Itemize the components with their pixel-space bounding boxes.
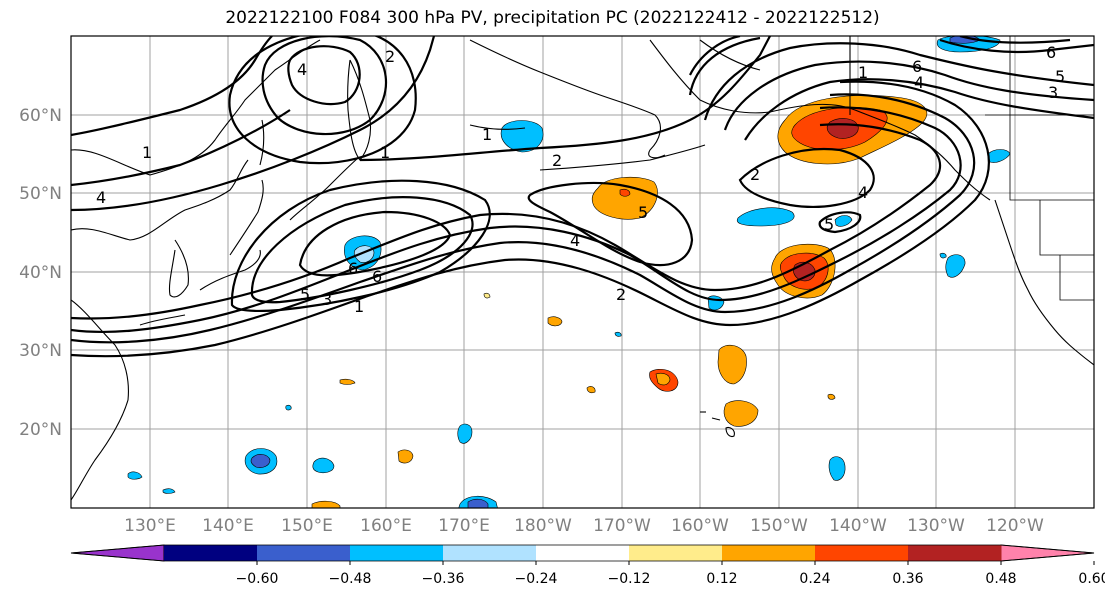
colorbar-segment [629,545,723,561]
colorbar-segment [350,545,444,561]
colorbar-segment [257,545,351,561]
colorbar-tick-label: 0.36 [892,571,923,587]
longitude-labels: 130°E 140°E 150°E 160°E 170°E 180°W 170°… [124,516,1044,536]
contour-label-1: 1 [142,143,152,162]
contour-label-24: 6 [1046,43,1056,62]
contour-label-8: 2 [616,285,626,304]
lon-label-170w: 170°W [593,516,651,536]
contour-label-15: 4 [858,183,868,202]
lon-label-160w: 160°W [671,516,729,536]
colorbar-tick-label: −0.12 [608,571,651,587]
lon-label-130e: 130°E [124,516,176,536]
map-frame [70,35,1095,509]
contour-label-22: 4 [914,73,924,92]
contour-label-14: 3 [1048,83,1058,102]
colorbar-tick-label: −0.60 [236,571,279,587]
coastlines [71,36,1094,501]
lon-label-140w: 140°W [829,516,887,536]
contour-label-11: 6 [372,267,382,286]
lat-label-30n: 30°N [19,341,62,361]
lat-label-60n: 60°N [19,106,62,126]
contour-label-10: 5 [638,203,648,222]
contour-label-13: 2 [750,165,760,184]
colorbar-extend-low [70,544,165,562]
contour-labels: 1 2 3 4 5 6 1 2 4 5 6 1 2 3 4 5 6 4 1 1 … [96,43,1065,316]
colorbar-outline [70,544,1095,562]
lon-label-150e: 150°E [281,516,333,536]
lon-label-120w: 120°W [986,516,1044,536]
colorbar-tick-label: −0.48 [329,571,372,587]
lon-label-160e: 160°E [360,516,412,536]
contour-label-21: 2 [385,47,395,66]
contour-label-20: 1 [858,63,868,82]
contour-label-7: 1 [354,297,364,316]
contour-label-9: 4 [570,231,580,250]
colorbar-segment [164,545,258,561]
contour-label-19: 1 [380,143,390,162]
lat-label-40n: 40°N [19,263,62,283]
colorbar-tick-label: 0.24 [799,571,830,587]
colorbar-segment [908,545,1002,561]
colorbar-tick-label: −0.36 [422,571,465,587]
colorbar-segment [536,545,630,561]
contour-label-6: 6 [348,259,358,278]
colorbar-tick-label: 0.12 [706,571,737,587]
latitude-labels: 60°N 50°N 40°N 30°N 20°N [19,106,62,440]
colorbar-tick-label: 0.60 [1078,571,1105,587]
colorbar-segment [722,545,816,561]
contour-label-12: 1 [482,125,492,144]
contour-label-4: 4 [96,188,106,207]
contour-label-18: 4 [297,60,307,79]
contour-label-2: 2 [552,151,562,170]
colorbar-extend-high [1000,544,1095,562]
colorbar-tick-label: −0.24 [515,571,558,587]
lon-label-140e: 140°E [202,516,254,536]
lat-label-50n: 50°N [19,184,62,204]
contour-label-23: 5 [824,215,834,234]
lon-label-180w: 180°W [514,516,572,536]
contour-label-5: 5 [300,285,310,304]
lat-label-20n: 20°N [19,420,62,440]
colorbar-segment [443,545,537,561]
lon-label-150w: 150°W [750,516,808,536]
map-title: 2022122100 F084 300 hPa PV, precipitatio… [225,8,880,28]
colorbar-segment [815,545,909,561]
colorbar-tick-label: 0.48 [985,571,1016,587]
contour-label-17: 6 [912,57,922,76]
pv-contours [71,36,1094,358]
lon-label-170e: 170°E [438,516,490,536]
contour-label-3: 3 [322,290,332,309]
contour-label-16: 5 [1055,67,1065,86]
lon-label-130w: 130°W [907,516,965,536]
colorbar: −0.60 −0.48 −0.36 −0.24 −0.12 0.12 0.24 0.36 0.4… [70,544,1105,587]
